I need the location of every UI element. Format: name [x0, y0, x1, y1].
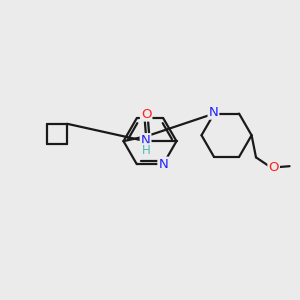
Text: O: O: [141, 108, 152, 121]
Text: N: N: [158, 158, 168, 171]
Text: N: N: [208, 106, 218, 118]
Text: N: N: [141, 134, 151, 147]
Text: H: H: [142, 144, 151, 157]
Text: O: O: [268, 161, 279, 174]
